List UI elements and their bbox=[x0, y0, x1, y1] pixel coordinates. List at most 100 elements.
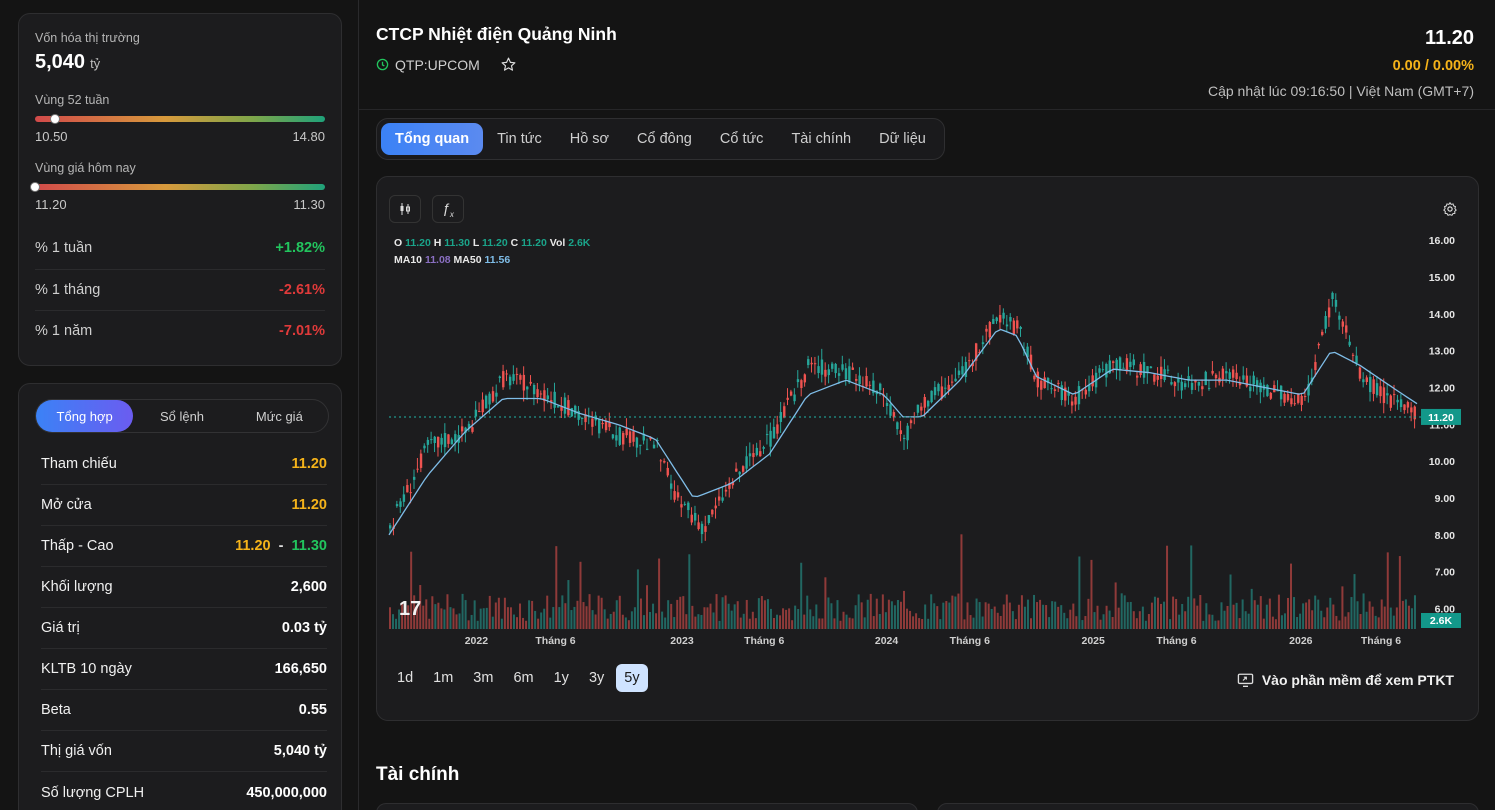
candle-body bbox=[478, 411, 481, 413]
volume-bar bbox=[915, 613, 918, 629]
open-ptkt-link[interactable]: Vào phần mềm để xem PTKT bbox=[1237, 672, 1454, 688]
tab-shareholders[interactable]: Cổ đông bbox=[637, 131, 692, 147]
candle-body bbox=[957, 370, 961, 375]
candle-body bbox=[1403, 404, 1406, 411]
candle-body bbox=[436, 436, 440, 448]
tab-dividends[interactable]: Cổ tức bbox=[719, 131, 764, 147]
candle-body bbox=[687, 502, 690, 511]
tab-order-book[interactable]: Sổ lệnh bbox=[159, 408, 205, 424]
range-1m[interactable]: 1m bbox=[433, 670, 454, 686]
tab-profile[interactable]: Hồ sơ bbox=[569, 131, 610, 147]
candle-body bbox=[728, 483, 731, 489]
candle-body bbox=[745, 456, 748, 469]
volume-bar bbox=[464, 600, 467, 629]
volume-bar bbox=[1141, 606, 1144, 629]
candle-body bbox=[536, 389, 539, 398]
volume-bar bbox=[981, 616, 984, 629]
x-tick-label: 2026 bbox=[1289, 635, 1313, 647]
candle-body bbox=[669, 483, 673, 489]
volume-bar bbox=[757, 598, 760, 629]
volume-bar bbox=[896, 599, 899, 629]
tab-financials[interactable]: Tài chính bbox=[791, 131, 852, 147]
volume-bar bbox=[1135, 618, 1138, 629]
range-3m[interactable]: 3m bbox=[473, 670, 494, 686]
volume-bar bbox=[1229, 574, 1232, 629]
indicators-button[interactable]: ƒx bbox=[432, 195, 464, 223]
volume-bar bbox=[1383, 606, 1386, 629]
range-6m[interactable]: 6m bbox=[513, 670, 534, 686]
volume-bar bbox=[1181, 603, 1184, 629]
candle-body bbox=[522, 374, 526, 391]
volume-bar bbox=[618, 595, 621, 629]
volume-bar bbox=[1156, 597, 1159, 629]
volume-bar bbox=[434, 604, 437, 629]
volume-bar bbox=[1332, 604, 1335, 629]
volume-bar bbox=[1377, 617, 1380, 629]
volume-bar bbox=[1368, 601, 1371, 629]
volume-bar bbox=[975, 598, 978, 629]
candle-body bbox=[1279, 385, 1283, 400]
today-low: 11.20 bbox=[35, 197, 67, 212]
volume-bar bbox=[642, 615, 645, 629]
candle-body bbox=[1393, 394, 1396, 396]
candle-body bbox=[683, 503, 687, 505]
candlestick-button[interactable] bbox=[389, 195, 421, 223]
row-value: 450,000,000 bbox=[246, 784, 327, 801]
volume-bar bbox=[730, 610, 733, 629]
volume-bar bbox=[1302, 603, 1305, 629]
volume-bar bbox=[863, 617, 866, 629]
price-chart[interactable]: 16.0015.0014.0013.0012.0011.0010.009.008… bbox=[377, 177, 1480, 647]
y-tick-label: 15.00 bbox=[1429, 272, 1455, 284]
volume-bar bbox=[407, 605, 410, 629]
candle-body bbox=[1170, 382, 1173, 385]
candle-body bbox=[1163, 369, 1166, 380]
star-icon[interactable] bbox=[500, 56, 517, 73]
settings-button[interactable] bbox=[1434, 195, 1466, 223]
row-value: 11.20 bbox=[291, 456, 328, 472]
volume-bar bbox=[703, 607, 706, 629]
candle-body bbox=[1070, 401, 1074, 406]
range-5y[interactable]: 5y bbox=[616, 664, 648, 692]
volume-bar bbox=[1335, 615, 1338, 629]
candle-body bbox=[1252, 375, 1255, 385]
candle-body bbox=[1235, 372, 1238, 380]
volume-bar bbox=[779, 615, 782, 629]
volume-bar bbox=[709, 603, 712, 629]
tab-overview[interactable]: Tổng quan bbox=[381, 123, 484, 155]
financials-card-right bbox=[937, 803, 1479, 810]
tab-data[interactable]: Dữ liệu bbox=[879, 131, 926, 147]
volume-bar bbox=[1265, 604, 1268, 629]
volume-bar bbox=[890, 601, 893, 629]
volume-bar bbox=[1169, 619, 1172, 629]
tab-summary[interactable]: Tổng hợp bbox=[36, 400, 134, 432]
volume-bar bbox=[515, 617, 518, 629]
x-tick-label: Tháng 6 bbox=[1361, 635, 1401, 647]
volume-bar bbox=[1314, 595, 1317, 629]
tab-price-levels[interactable]: Mức giá bbox=[255, 408, 303, 424]
candle-body bbox=[1084, 389, 1088, 395]
range-1y[interactable]: 1y bbox=[553, 670, 569, 686]
volume-bar bbox=[1341, 586, 1344, 629]
candle-body bbox=[546, 395, 550, 400]
header-divider bbox=[359, 109, 1495, 110]
range-1d[interactable]: 1d bbox=[397, 670, 414, 686]
volume-bar bbox=[500, 618, 503, 629]
candle-body bbox=[759, 451, 762, 457]
candle-body bbox=[851, 367, 854, 370]
volume-bar bbox=[1057, 606, 1060, 629]
volume-bar bbox=[410, 551, 413, 629]
volume-bar bbox=[473, 600, 476, 629]
volume-bar bbox=[1308, 599, 1311, 629]
tab-news[interactable]: Tin tức bbox=[497, 131, 542, 147]
candle-body bbox=[824, 369, 827, 377]
candle-body bbox=[495, 392, 498, 397]
range-3y[interactable]: 3y bbox=[588, 670, 605, 686]
candle-body bbox=[1098, 368, 1101, 373]
candle-body bbox=[704, 526, 707, 532]
volume-bar bbox=[1014, 619, 1017, 629]
volume-bar bbox=[691, 605, 694, 629]
candle-body bbox=[985, 328, 988, 332]
candle-body bbox=[426, 439, 430, 445]
volume-bar bbox=[1008, 602, 1011, 629]
candle-body bbox=[711, 509, 714, 515]
